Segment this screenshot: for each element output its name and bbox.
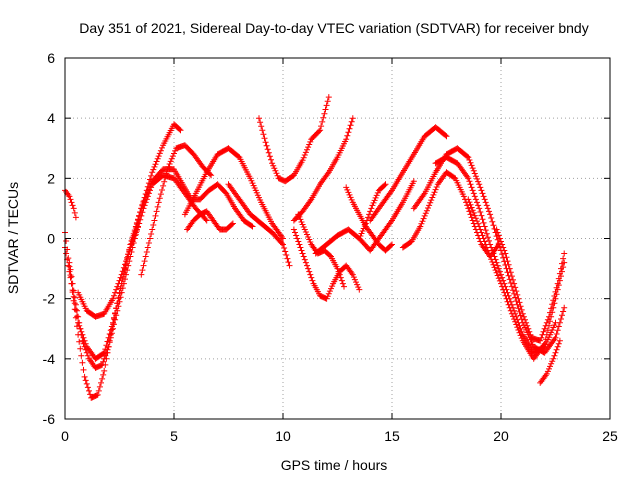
data-point-markers: [367, 124, 450, 224]
x-tick-label: 0: [61, 428, 69, 444]
y-tick-label: -2: [43, 291, 56, 307]
series-track-10: [256, 94, 332, 185]
y-axis-label: SDTVAR / TECUs: [5, 182, 21, 294]
x-tick-label: 25: [602, 428, 618, 444]
chart-title: Day 351 of 2021, Sidereal Day-to-day VTE…: [79, 20, 588, 36]
series-track-7: [181, 145, 286, 242]
data-point-markers: [493, 226, 568, 344]
data-point-markers: [225, 181, 293, 269]
series-track-9: [225, 181, 293, 269]
data-point-markers: [256, 94, 332, 185]
data-marks: [62, 94, 568, 401]
series-track-16: [356, 181, 389, 242]
axes: 0 5 10 15 20 25 -6 -4 -2 0 2 4 6: [43, 50, 618, 444]
data-point-markers: [184, 208, 236, 233]
y-tick-label: 4: [47, 110, 55, 126]
data-point-markers: [290, 115, 356, 224]
data-point-markers: [181, 145, 286, 242]
y-tick-label: 2: [47, 170, 55, 186]
series-track-22: [493, 226, 568, 344]
series-track-4: [75, 220, 143, 320]
data-point-markers: [465, 196, 568, 362]
x-tick-label: 10: [275, 428, 291, 444]
data-point-markers: [343, 184, 395, 254]
y-tick-label: -6: [43, 411, 56, 427]
series-track-11: [290, 115, 356, 224]
x-tick-label: 20: [493, 428, 509, 444]
x-axis-label: GPS time / hours: [281, 457, 388, 473]
data-point-markers: [356, 181, 389, 242]
series-track-6: [138, 142, 215, 278]
data-point-markers: [537, 337, 563, 386]
series-track-12: [290, 226, 363, 302]
data-point-markers: [290, 226, 363, 302]
series-track-8: [184, 208, 236, 233]
series-track-17: [367, 124, 450, 224]
x-tick-label: 5: [170, 428, 178, 444]
series-track-23: [537, 337, 563, 386]
x-tick-label: 15: [384, 428, 400, 444]
series-track-15: [343, 184, 395, 254]
y-tick-label: 0: [47, 231, 55, 247]
series-track-21: [465, 196, 568, 362]
data-point-markers: [138, 142, 215, 278]
y-tick-label: 6: [47, 50, 55, 66]
y-tick-label: -4: [43, 351, 56, 367]
data-point-markers: [75, 220, 143, 320]
